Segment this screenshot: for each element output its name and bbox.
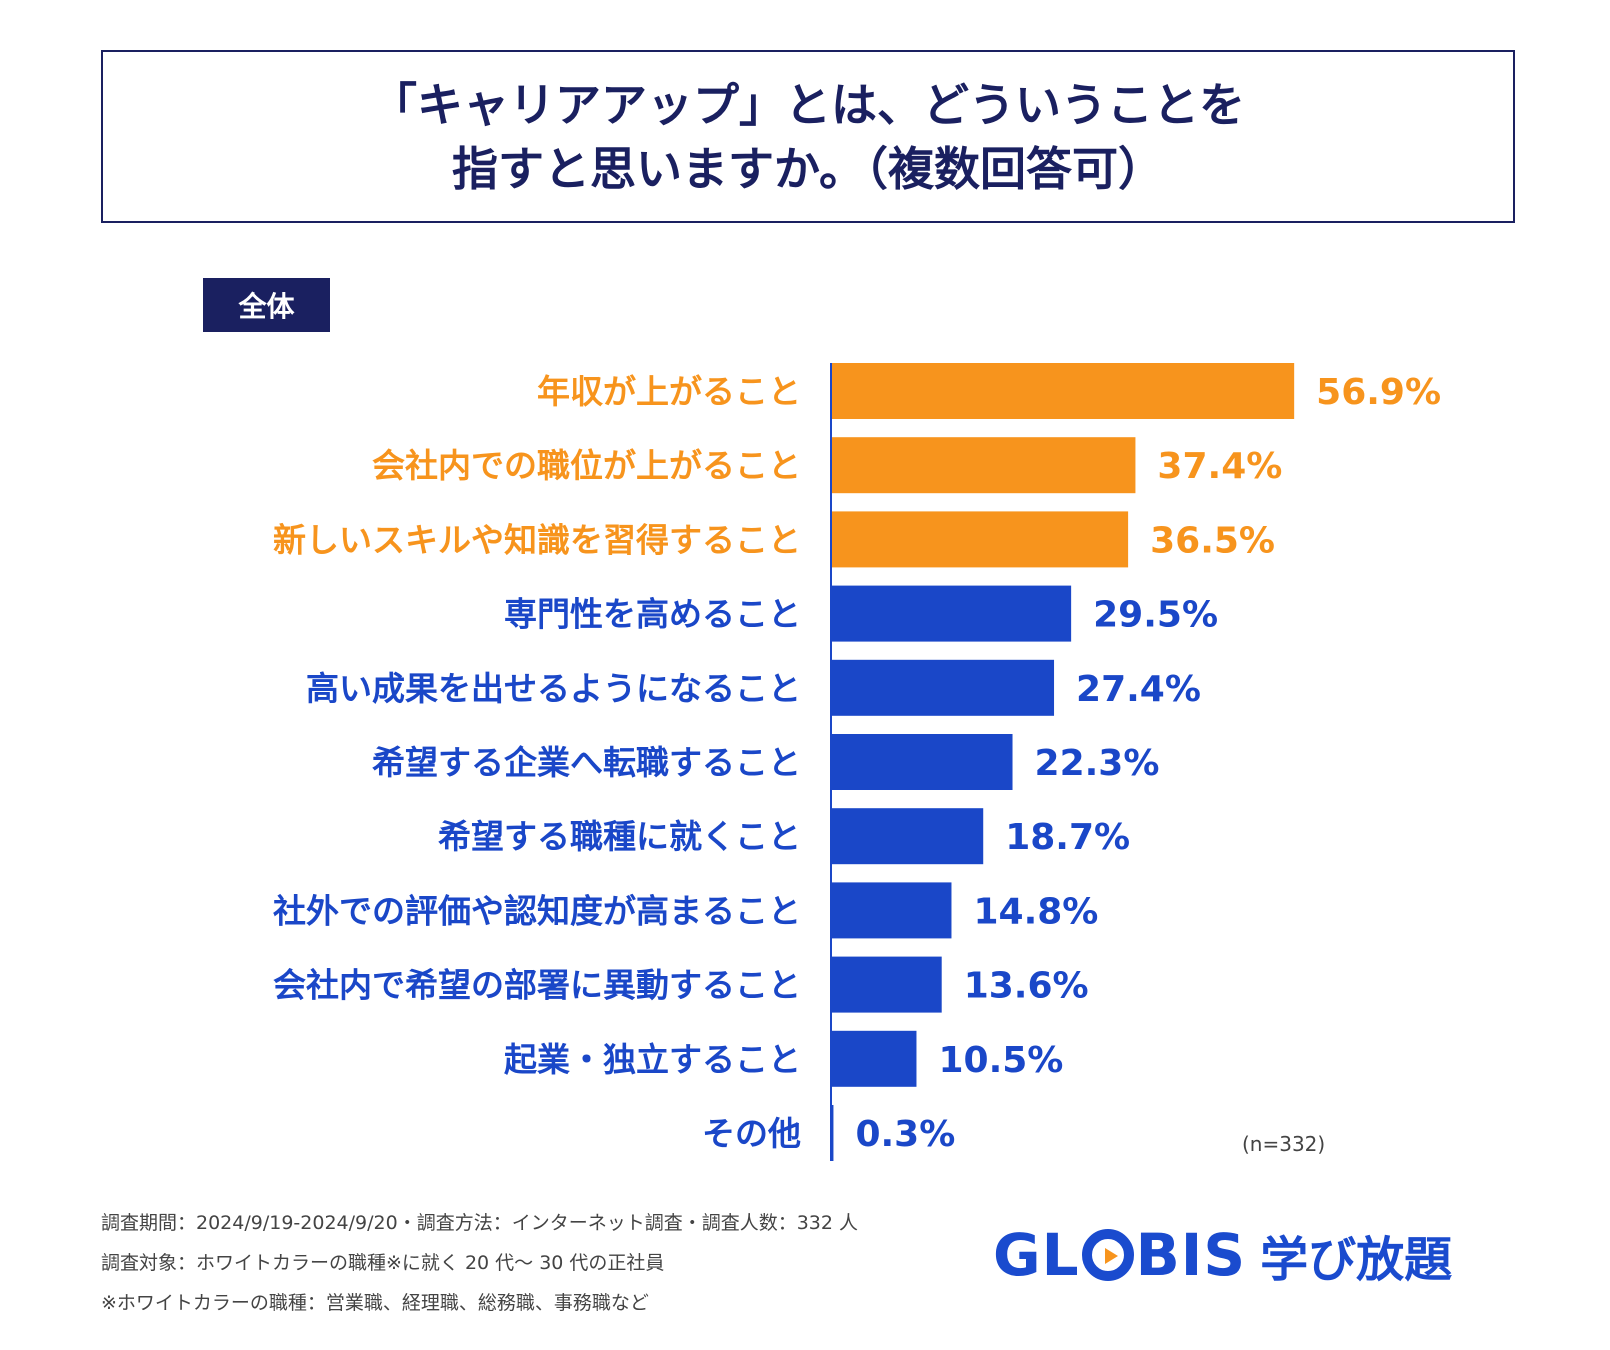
value-label: 10.5% bbox=[938, 1040, 1063, 1081]
value-label: 27.4% bbox=[1076, 669, 1201, 710]
chart-title-box: 「キャリアアップ」とは、どういうことを 指すと思いますか。（複数回答可） bbox=[101, 50, 1515, 223]
logo-subtitle: 学び放題 bbox=[1260, 1232, 1453, 1288]
bar bbox=[831, 437, 1136, 494]
bar bbox=[831, 734, 1013, 790]
value-label: 14.8% bbox=[973, 891, 1098, 932]
value-label: 18.7% bbox=[1005, 817, 1130, 858]
category-label: 希望する企業へ転職すること bbox=[372, 743, 801, 782]
logo-wordmark: GL BIS bbox=[993, 1221, 1246, 1289]
category-label: 会社内で希望の部署に異動すること bbox=[273, 966, 801, 1005]
footnote-survey-period: 調査期間：2024/9/19-2024/9/20・調査方法：インターネット調査・… bbox=[101, 1212, 859, 1234]
logo-brand-right: BIS bbox=[1135, 1221, 1247, 1289]
value-label: 36.5% bbox=[1150, 520, 1275, 561]
logo-brand-left: GL bbox=[993, 1221, 1080, 1289]
category-label: 高い成果を出せるようになること bbox=[306, 669, 801, 708]
footnote-job-types: ※ホワイトカラーの職種：営業職、経理職、総務職、事務職など bbox=[101, 1292, 649, 1314]
category-label: 会社内での職位が上がること bbox=[372, 446, 801, 485]
bar bbox=[831, 956, 942, 1013]
play-icon bbox=[1081, 1229, 1134, 1281]
category-label: 新しいスキルや知識を習得すること bbox=[273, 520, 801, 559]
category-label: 専門性を高めること bbox=[504, 595, 801, 634]
bar bbox=[831, 882, 952, 939]
footnote-survey-target: 調査対象：ホワイトカラーの職種※に就く 20 代～ 30 代の正社員 bbox=[101, 1252, 665, 1274]
bar bbox=[831, 808, 984, 865]
category-label: その他 bbox=[702, 1114, 801, 1153]
segment-label: 全体 bbox=[203, 278, 330, 332]
value-label: 13.6% bbox=[964, 966, 1089, 1007]
value-label: 22.3% bbox=[1035, 743, 1160, 784]
chart-title-line2: 指すと思いますか。（複数回答可） bbox=[451, 141, 1165, 196]
bar bbox=[831, 511, 1129, 568]
bar bbox=[831, 1105, 834, 1161]
globis-logo: GL BIS 学び放題 bbox=[993, 1220, 1452, 1290]
category-label: 社外での評価や認知度が高まること bbox=[273, 891, 801, 930]
value-label: 37.4% bbox=[1157, 446, 1282, 487]
bar bbox=[831, 363, 1295, 419]
category-label: 起業・独立すること bbox=[504, 1040, 801, 1079]
value-label: 0.3% bbox=[855, 1114, 955, 1155]
chart-title-line1: 「キャリアアップ」とは、どういうことを bbox=[371, 77, 1245, 132]
value-label: 29.5% bbox=[1093, 595, 1218, 636]
category-label: 年収が上がること bbox=[537, 372, 801, 411]
sample-size-note: (n=332) bbox=[1242, 1132, 1326, 1156]
bar bbox=[831, 1030, 917, 1087]
bar bbox=[831, 585, 1072, 642]
value-label: 56.9% bbox=[1316, 372, 1441, 413]
bar bbox=[831, 659, 1055, 716]
category-label: 希望する職種に就くこと bbox=[438, 817, 801, 856]
